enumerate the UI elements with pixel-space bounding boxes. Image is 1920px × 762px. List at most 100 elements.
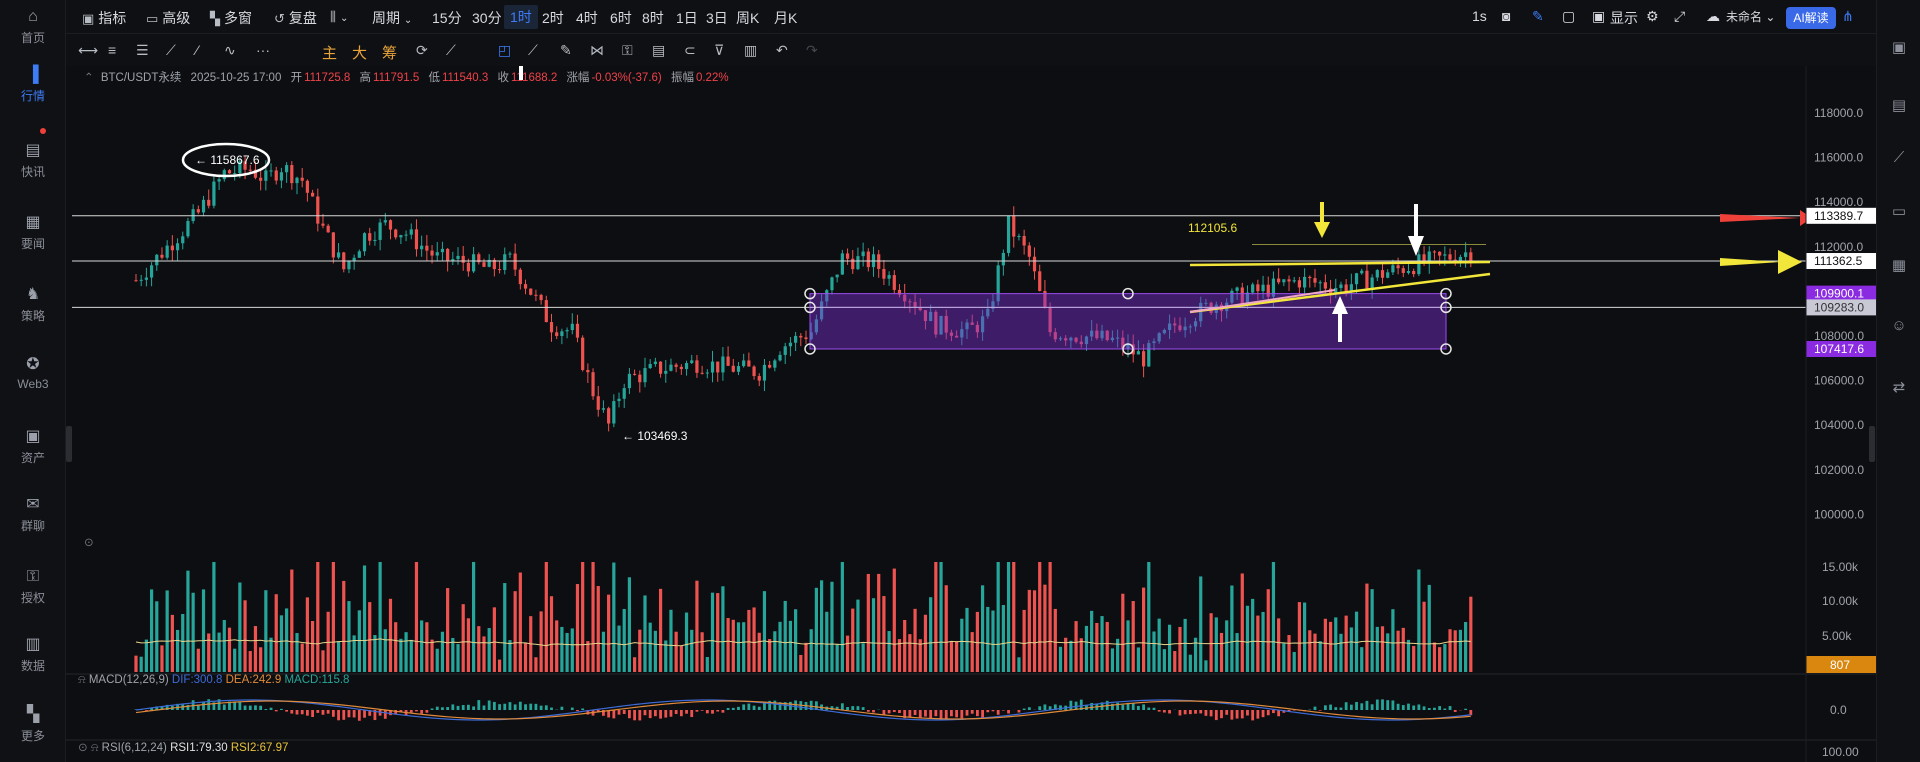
trash-icon[interactable]: ▥ — [744, 42, 758, 58]
layout-icon[interactable]: ▣ — [1592, 8, 1606, 24]
redo-icon[interactable]: ↷ — [806, 42, 818, 58]
interval-1s[interactable]: 1s — [1472, 8, 1487, 24]
panel-toggle-icon[interactable]: ▣ — [1891, 39, 1907, 56]
box-handle[interactable] — [1440, 287, 1452, 300]
pink-trend-line[interactable] — [1189, 289, 1336, 313]
candlestick-chart[interactable]: ← 115867.6 ← 103469.3 112105.6 118000.0 1160… — [66, 66, 1876, 762]
interval-tab-3[interactable]: 2时 — [542, 10, 564, 26]
settings-icon[interactable]: ⚙ — [1646, 8, 1659, 24]
pattern-icon[interactable]: ⋈ — [590, 42, 604, 58]
left-scroll-handle[interactable] — [66, 426, 72, 462]
parallel-lines-icon[interactable]: ☰ — [136, 42, 149, 58]
interval-tab-2[interactable]: 1时 — [504, 5, 538, 29]
camera-icon[interactable]: ◙ — [1502, 8, 1511, 24]
ruler-icon[interactable]: ⟋ — [166, 42, 176, 58]
volume-bar — [1318, 641, 1322, 672]
box-handle[interactable] — [804, 287, 816, 300]
box-handle[interactable] — [804, 343, 816, 355]
magnet-icon[interactable]: ⟋ — [446, 42, 456, 58]
volume-bar — [269, 637, 273, 672]
candle-body — [149, 265, 154, 278]
sync-icon[interactable]: ⟳ — [416, 42, 428, 58]
candle-body — [960, 329, 964, 338]
collapse-icon[interactable]: ⌃ — [84, 72, 94, 84]
interval-tab-0[interactable]: 15分 — [432, 10, 462, 26]
box-handle[interactable] — [1122, 343, 1134, 355]
comment-icon[interactable]: ▢ — [1562, 8, 1576, 24]
trend-icon[interactable]: ⟋ — [1893, 149, 1905, 166]
note-icon[interactable]: ▤ — [652, 42, 666, 58]
robot-icon[interactable]: ☺ — [1891, 317, 1907, 334]
interval-tab-10[interactable]: 月K — [774, 10, 798, 26]
replay-button[interactable]: ↺ 复盘 — [274, 10, 317, 26]
interval-tab-1[interactable]: 30分 — [472, 10, 502, 26]
candle-body — [845, 253, 850, 259]
fullscreen-icon[interactable]: ⤢ — [1674, 8, 1686, 24]
more-tools-icon[interactable]: ··· — [256, 42, 270, 58]
sidebar-item-7[interactable]: ✉ 群聊 — [0, 496, 66, 534]
horizontal-line-icon[interactable]: ⟷ — [78, 42, 99, 58]
annotation-arrow-yellow — [1720, 258, 1780, 266]
trend-line-icon[interactable]: ⁄ — [196, 42, 199, 58]
box-handle[interactable] — [1122, 287, 1134, 300]
exchange-icon[interactable]: ⇄ — [1892, 379, 1906, 396]
sidebar-item-0[interactable]: ⌂ 首页 — [0, 8, 66, 46]
cursor-icon[interactable]: ◰ — [498, 42, 512, 58]
right-scroll-handle[interactable] — [1869, 426, 1875, 462]
lock-icon[interactable]: ⚿ — [622, 42, 633, 58]
box-handle[interactable] — [1440, 343, 1452, 355]
price-tag: 107417.6 — [1814, 342, 1864, 356]
range-box[interactable] — [809, 293, 1447, 350]
measure-icon[interactable]: ⟋ — [528, 42, 538, 58]
interval-tab-6[interactable]: 8时 — [642, 10, 664, 26]
period-dropdown[interactable]: 周期 ⌄ — [372, 10, 413, 26]
rsi-toggle-icon[interactable]: ⊙ — [78, 742, 88, 754]
box-handle[interactable] — [804, 301, 816, 314]
undo-icon[interactable]: ↶ — [776, 42, 788, 58]
box-handle[interactable] — [1440, 301, 1452, 314]
candle-body — [394, 229, 398, 238]
cloud-icon[interactable]: ☁ — [1706, 8, 1720, 24]
interval-tab-4[interactable]: 4时 — [576, 10, 598, 26]
sidebar-item-4[interactable]: ♞ 策略 — [0, 286, 66, 324]
interval-tab-8[interactable]: 3日 — [706, 10, 728, 26]
big-order-button[interactable]: 大 — [352, 45, 368, 62]
edit-icon[interactable]: ✎ — [1532, 8, 1544, 24]
sidebar-item-1[interactable]: ▐ 行情 — [0, 66, 66, 104]
yellow-trend-lower[interactable] — [1189, 272, 1491, 314]
sidebar-item-9[interactable]: ▥ 数据 — [0, 636, 66, 674]
sidebar-item-3[interactable]: ▦ 要闻 — [0, 214, 66, 252]
interval-tab-5[interactable]: 6时 — [610, 10, 632, 26]
calendar-icon[interactable]: ▦ — [1891, 257, 1907, 274]
multi-window-button[interactable]: ▚ 多窗 — [210, 10, 252, 26]
advanced-button[interactable]: ▭ 高级 — [146, 10, 191, 26]
main-indicator-button[interactable]: 主 — [322, 45, 338, 62]
sidebar-item-10[interactable]: ▚ 更多 — [0, 706, 66, 744]
wave-icon[interactable]: ∿ — [224, 42, 236, 58]
lines-icon[interactable]: ≡ — [108, 42, 117, 58]
monitor-icon[interactable]: ▭ — [1891, 203, 1907, 220]
filter-icon[interactable]: ⊽ — [714, 42, 725, 58]
volume-toggle-icon[interactable]: ⊙ — [84, 537, 94, 549]
interval-tab-7[interactable]: 1日 — [676, 10, 698, 26]
indicator-button[interactable]: ▣ 指标 — [82, 10, 127, 26]
sidebar-item-6[interactable]: ▣ 资产 — [0, 428, 66, 466]
chart-type-button[interactable]: ⫼ ⌄ — [330, 9, 349, 24]
brush-icon[interactable]: ✎ — [560, 42, 572, 58]
yellow-trend-upper[interactable] — [1189, 260, 1491, 267]
sidebar-item-2[interactable]: ▤ 快讯 — [0, 142, 66, 180]
interval-tab-9[interactable]: 周K — [736, 10, 760, 26]
layout-name-dropdown[interactable]: 未命名 ⌄ — [1726, 10, 1776, 24]
rsi-alarm-icon[interactable]: ⍾ — [90, 742, 99, 754]
sidebar-item-8[interactable]: ⚿ 授权 — [0, 568, 66, 606]
chip-button[interactable]: 筹 — [382, 45, 398, 62]
alarm-icon[interactable]: ⍾ — [78, 674, 86, 686]
display-button[interactable]: 显示 — [1610, 10, 1638, 26]
ai-interpret-button[interactable]: AI解读 — [1786, 7, 1836, 29]
sidebar-item-5[interactable]: ✪ Web3 — [0, 356, 66, 391]
share-icon[interactable]: ⋔ — [1842, 8, 1854, 24]
magnet-tool-icon[interactable]: ⊂ — [684, 42, 696, 58]
orderbook-icon[interactable]: ▤ — [1891, 97, 1907, 114]
volume-bar — [669, 609, 673, 672]
macd-bar — [383, 710, 387, 719]
